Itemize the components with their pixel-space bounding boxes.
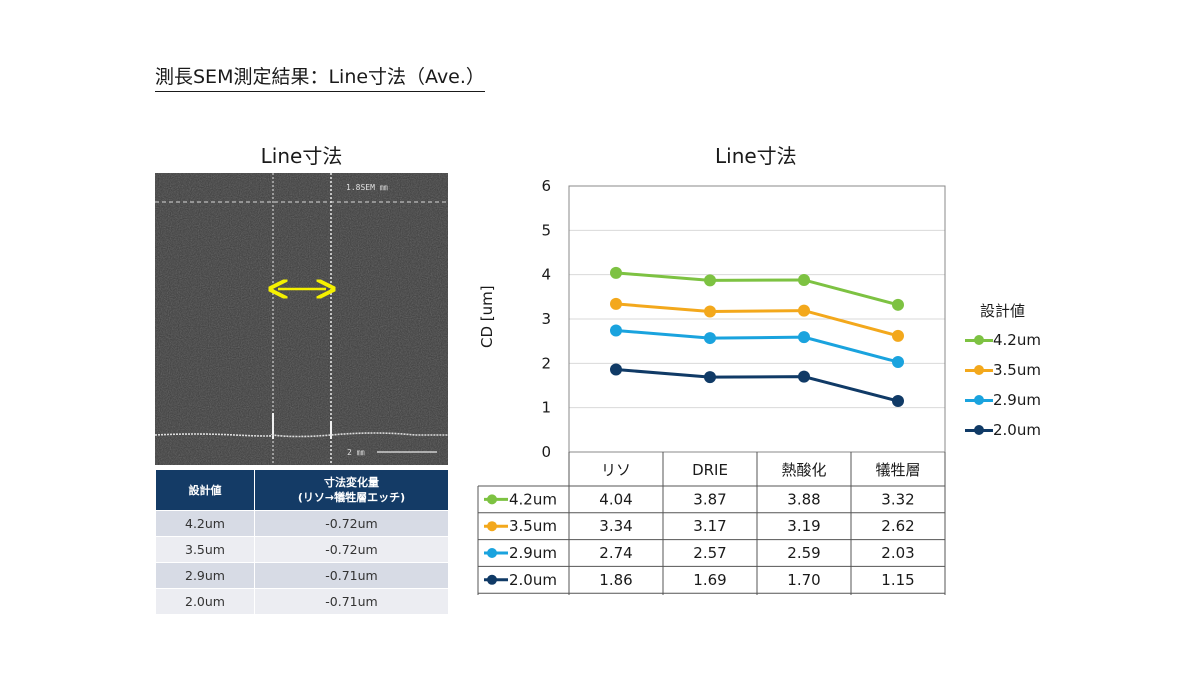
data-point	[610, 363, 622, 376]
data-table-value: 2.57	[693, 544, 726, 562]
data-point	[892, 298, 904, 311]
data-table-value: 3.87	[693, 490, 726, 508]
table-series-name: 2.9um	[509, 544, 557, 562]
data-table-value: 2.59	[787, 544, 820, 562]
data-table-value: 3.34	[599, 517, 632, 535]
legend-key-icon	[965, 390, 993, 410]
data-table-value: 3.17	[693, 517, 726, 535]
series-line	[615, 368, 899, 403]
sem-scale-bar-label: 2 ㎜	[347, 448, 365, 457]
y-tick-label: 4	[541, 266, 551, 284]
table-row: 2.0um -0.71um	[156, 588, 448, 614]
table-series-name: 4.2um	[509, 490, 557, 508]
chart-title: Line寸法	[715, 144, 797, 168]
table-series-name: 3.5um	[509, 517, 557, 535]
data-table-value: 3.19	[787, 517, 820, 535]
dimension-change-table: 設計値 寸法変化量 (リソ→犠牲層エッチ) 4.2um -0.72um 3.5u…	[156, 470, 448, 614]
table-row: 3.5um -0.72um	[156, 536, 448, 563]
sem-image: 1.8SEM ㎜ 2 ㎜	[155, 173, 448, 465]
header-dimension-change-line2: (リソ→犠牲層エッチ)	[297, 491, 406, 504]
legend-label: 3.5um	[993, 361, 1041, 379]
change-value-cell: -0.71um	[254, 562, 448, 589]
legend-item: 2.0um	[965, 420, 1041, 440]
data-point	[798, 370, 810, 383]
table-series-key-dot	[487, 548, 497, 558]
data-point	[798, 273, 810, 286]
data-point	[704, 371, 716, 384]
y-tick-label: 0	[541, 443, 551, 461]
data-table-value: 1.15	[881, 571, 914, 589]
y-tick-label: 1	[541, 399, 551, 417]
data-point	[892, 395, 904, 408]
series-line	[615, 271, 899, 307]
data-table-value: 2.62	[881, 517, 914, 535]
legend-item: 3.5um	[965, 360, 1041, 380]
table-row: 4.2um -0.72um	[156, 510, 448, 537]
page-title: 測長SEM測定結果：Line寸法（Ave.）	[155, 62, 485, 92]
legend-item: 4.2um	[965, 330, 1041, 350]
data-point	[610, 297, 622, 310]
series-line	[615, 329, 899, 364]
x-category-label: リソ	[601, 461, 631, 479]
series-line	[615, 302, 899, 338]
legend-key-icon	[965, 330, 993, 350]
header-dimension-change: 寸法変化量 (リソ→犠牲層エッチ)	[254, 470, 448, 511]
change-value-cell: -0.72um	[254, 536, 448, 563]
x-category-label: 熱酸化	[781, 461, 826, 479]
sem-scale-label: 1.8SEM ㎜	[346, 183, 388, 192]
y-tick-label: 2	[541, 354, 551, 372]
data-point	[704, 274, 716, 287]
change-value-cell: -0.71um	[254, 588, 448, 614]
y-tick-label: 6	[541, 177, 551, 195]
data-table-value: 1.86	[599, 571, 632, 589]
data-point	[798, 331, 810, 344]
data-table-value: 3.88	[787, 490, 820, 508]
line-chart: Line寸法 CD [um] 0 1 2 3 4 5 6 リソ DRIE 熱酸化 犠牲層 4.2um 4…	[470, 130, 1070, 610]
data-point	[704, 332, 716, 345]
data-point	[892, 329, 904, 342]
y-tick-label: 3	[541, 310, 551, 328]
legend-label: 2.0um	[993, 421, 1041, 439]
table-row: 2.9um -0.71um	[156, 562, 448, 589]
sem-image-title: Line寸法	[260, 144, 343, 168]
data-table-value: 3.32	[881, 490, 914, 508]
design-value-cell: 4.2um	[156, 510, 255, 537]
x-category-label: DRIE	[692, 461, 728, 479]
data-point	[610, 324, 622, 337]
table-series-name: 2.0um	[509, 571, 557, 589]
legend-key-icon	[965, 360, 993, 380]
data-point	[892, 356, 904, 369]
data-table-value: 1.69	[693, 571, 726, 589]
legend-label: 4.2um	[993, 331, 1041, 349]
change-value-cell: -0.72um	[254, 510, 448, 537]
table-series-key-dot	[487, 574, 497, 585]
legend-title: 設計値	[980, 302, 1026, 320]
design-value-cell: 2.9um	[156, 562, 255, 589]
data-point	[704, 305, 716, 318]
table-series-key-dot	[487, 521, 497, 532]
data-point	[798, 304, 810, 317]
x-category-label: 犠牲層	[875, 461, 920, 479]
data-point	[610, 266, 622, 279]
data-table-value: 1.70	[787, 571, 820, 589]
header-design-value: 設計値	[156, 470, 255, 511]
header-dimension-change-line1: 寸法変化量	[324, 476, 379, 489]
data-table-value: 2.03	[881, 544, 914, 562]
table-series-key-dot	[487, 494, 497, 505]
data-table-value: 2.74	[599, 544, 632, 562]
data-table-value: 4.04	[599, 490, 632, 508]
design-value-cell: 2.0um	[156, 588, 255, 614]
design-value-cell: 3.5um	[156, 536, 255, 563]
legend-item: 2.9um	[965, 390, 1041, 410]
y-tick-label: 5	[541, 221, 551, 239]
legend-label: 2.9um	[993, 391, 1041, 409]
chart-plot-area: 0 1 2 3 4 5 6 リソ DRIE 熱酸化 犠牲層 4.2um 4.04 3.87 3.88 3.32…	[477, 177, 946, 595]
legend-key-icon	[965, 420, 993, 440]
